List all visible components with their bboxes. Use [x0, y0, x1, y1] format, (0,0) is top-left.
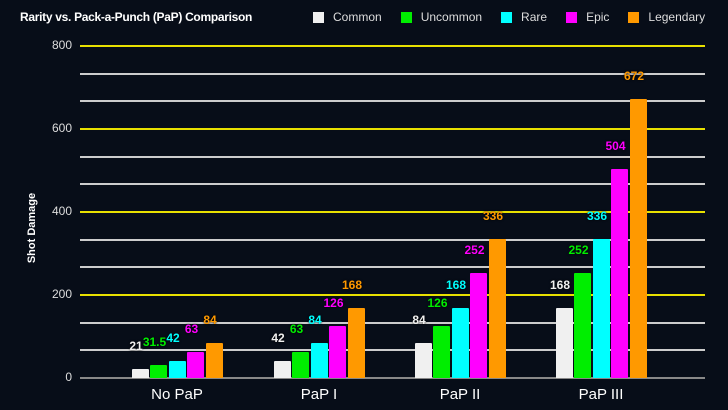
bar-legendary: [629, 99, 647, 378]
value-label: 21: [129, 339, 143, 354]
legend-label: Uncommon: [420, 10, 483, 24]
value-label: 336: [586, 208, 608, 223]
gridline: [80, 238, 705, 241]
legend-swatch: [501, 11, 513, 23]
legend-item-common: Common: [313, 10, 382, 24]
legend-swatch: [628, 11, 640, 23]
y-tick-label: 400: [51, 204, 72, 218]
legend-swatch: [400, 11, 412, 23]
gridline: [80, 45, 705, 47]
value-label: 63: [184, 321, 199, 336]
bar-common: [414, 343, 432, 378]
gridline: [80, 377, 705, 379]
gridline: [80, 321, 705, 324]
bar-legendary: [488, 238, 506, 378]
chart-title: Rarity vs. Pack-a-Punch (PaP) Comparison: [20, 10, 253, 24]
bar-common: [131, 369, 149, 378]
y-tick-label: 800: [51, 38, 72, 52]
legend-label: Epic: [586, 10, 610, 24]
value-label: 84: [412, 313, 426, 328]
value-label: 126: [323, 295, 344, 310]
legend-item-rare: Rare: [501, 10, 547, 24]
x-category-label: No PaP: [151, 386, 203, 403]
bar-epic: [470, 273, 487, 378]
plot-area: 21 31.5 42 63 84 No PaP 42 63 84 126 168 PaP I 84 126…: [80, 0, 705, 410]
legend-item-legendary: Legendary: [628, 10, 705, 24]
bar-uncommon: [150, 364, 167, 378]
bar-rare: [310, 343, 328, 378]
value-label: 126: [427, 295, 448, 310]
legend-item-uncommon: Uncommon: [400, 10, 483, 24]
value-label: 504: [605, 138, 626, 153]
y-tick-label: 0: [65, 370, 72, 384]
legend-label: Rare: [521, 10, 548, 24]
y-tick-label: 600: [51, 121, 72, 135]
value-label: 252: [464, 243, 485, 258]
value-label: 336: [482, 208, 504, 223]
bar-uncommon: [574, 273, 591, 378]
x-category-label: PaP II: [439, 386, 481, 403]
legend-label: Legendary: [648, 10, 706, 24]
bar-rare: [592, 238, 610, 378]
bar-common: [273, 360, 291, 378]
gridline: [80, 100, 705, 103]
legend: Common Uncommon Rare Epic Legendary: [313, 10, 724, 24]
legend-swatch: [313, 11, 324, 23]
value-label: 84: [308, 313, 322, 328]
bar-epic: [611, 168, 628, 378]
value-label: 31.5: [142, 334, 167, 349]
gridline: [80, 183, 705, 186]
gridline: [80, 211, 705, 213]
value-label: 42: [271, 330, 285, 345]
bar-epic: [187, 351, 204, 378]
value-label: 252: [568, 243, 589, 258]
value-label: 168: [445, 278, 467, 293]
bar-rare: [451, 308, 469, 378]
x-category-label: PaP III: [578, 386, 624, 403]
value-label: 672: [623, 69, 645, 84]
gridline: [80, 266, 705, 269]
gridline: [80, 128, 705, 130]
value-label: 84: [203, 313, 217, 328]
legend-swatch: [566, 11, 578, 23]
bar-epic: [329, 325, 346, 378]
gridline: [80, 72, 705, 75]
y-axis-label: Shot Damage: [26, 192, 38, 264]
bar-common: [555, 308, 573, 378]
legend-item-epic: Epic: [566, 10, 609, 24]
gridline: [80, 349, 705, 352]
value-label: 63: [289, 321, 304, 336]
gridline: [80, 294, 705, 296]
bar-rare: [168, 360, 186, 378]
value-label: 168: [549, 278, 571, 293]
y-tick-label: 200: [51, 287, 72, 301]
value-label: 168: [341, 278, 363, 293]
x-category-label: PaP I: [300, 386, 338, 403]
bar-legendary: [347, 308, 365, 378]
legend-label: Common: [333, 10, 382, 24]
gridline: [80, 155, 705, 158]
bar-uncommon: [433, 325, 450, 378]
value-label: 42: [166, 330, 180, 345]
bar-uncommon: [292, 351, 309, 378]
bar-legendary: [205, 343, 223, 378]
